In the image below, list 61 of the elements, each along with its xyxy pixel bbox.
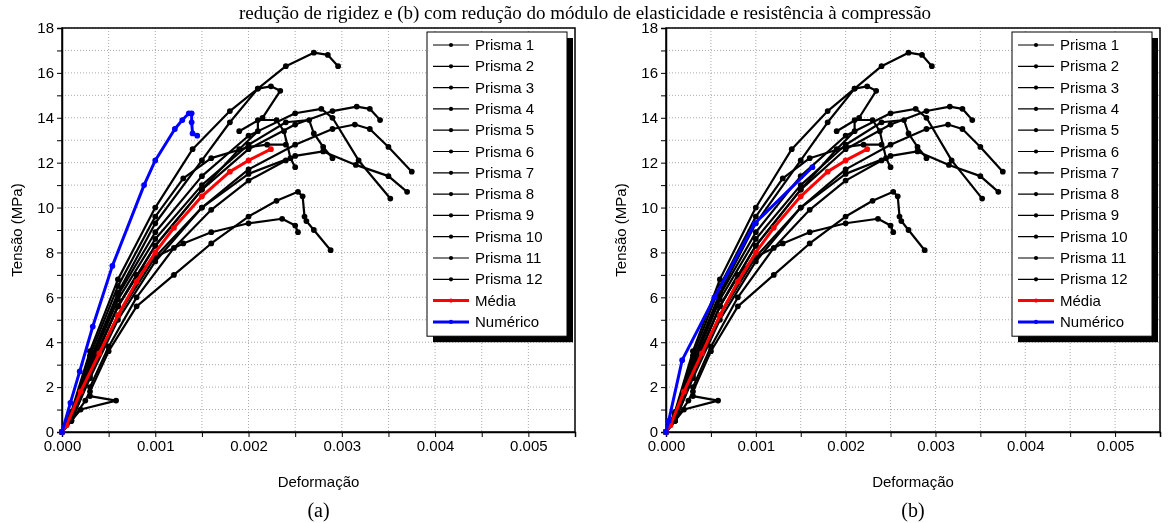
legend-label: Numérico — [475, 312, 540, 330]
legend-label: Prisma 6 — [475, 142, 535, 160]
x-tick-label: 0.003 — [323, 436, 362, 454]
y-tick-label: 16 — [641, 64, 658, 82]
legend-label: Prisma 7 — [1060, 163, 1120, 181]
y-tick-label: 18 — [37, 19, 54, 37]
y-tick-label: 10 — [37, 198, 54, 216]
y-axis-title: Tensão (MPa) — [8, 183, 25, 277]
text: (b) — [901, 499, 925, 522]
y-tick-label: 12 — [37, 153, 54, 171]
x-tick-label: 0.004 — [416, 436, 455, 454]
legend-label: Prisma 2 — [1060, 57, 1120, 75]
x-tick-label: 0.005 — [510, 436, 548, 454]
text: (a) — [307, 499, 330, 522]
x-axis-title: Deformação — [277, 473, 360, 490]
legend-label: Média — [475, 291, 517, 309]
legend-label: Prisma 4 — [1060, 99, 1120, 117]
y-axis-title: Tensão (MPa) — [612, 183, 629, 277]
y-tick-label: 4 — [45, 333, 54, 351]
legend-label: Prisma 11 — [475, 249, 542, 266]
y-tick-label: 2 — [649, 378, 658, 396]
legend-label: Prisma 3 — [475, 78, 535, 96]
legend-label: Prisma 10 — [475, 227, 543, 245]
legend-label: Prisma 1 — [1060, 36, 1120, 53]
x-tick-label: 0.005 — [1096, 436, 1135, 454]
legend-label: Prisma 11 — [1060, 249, 1127, 266]
legend-label: Prisma 6 — [1060, 142, 1120, 160]
x-tick-label: 0.002 — [230, 436, 268, 454]
legend-label: Prisma 8 — [1060, 185, 1120, 203]
x-tick-label: 0.001 — [137, 436, 175, 454]
legend-label: Numérico — [1060, 312, 1125, 330]
legend-label: Média — [1060, 291, 1102, 309]
y-tick-label: 8 — [649, 243, 658, 261]
legend-label: Prisma 9 — [1060, 206, 1120, 224]
y-tick-label: 8 — [45, 243, 54, 261]
y-tick-label: 12 — [641, 153, 658, 171]
y-tick-label: 16 — [37, 64, 54, 82]
legend-label: Prisma 9 — [475, 206, 535, 224]
legend-label: Prisma 12 — [1060, 270, 1128, 288]
x-axis-title: Deformação — [872, 473, 954, 490]
legend-label: Prisma 10 — [1060, 227, 1128, 245]
y-tick-label: 2 — [45, 378, 54, 396]
x-tick-label: 0.001 — [737, 436, 776, 454]
legend-label: Prisma 8 — [475, 185, 535, 203]
y-tick-label: 6 — [649, 288, 658, 306]
legend-label: Prisma 7 — [475, 163, 535, 181]
y-tick-label: 10 — [641, 198, 658, 216]
legend-label: Prisma 4 — [475, 99, 535, 117]
y-tick-label: 4 — [649, 333, 658, 351]
x-tick-label: 0.003 — [917, 436, 955, 454]
legend-label: Prisma 3 — [1060, 78, 1120, 96]
y-tick-label: 6 — [45, 288, 54, 306]
x-tick-label: 0.004 — [1007, 436, 1045, 454]
legend-label: Prisma 5 — [475, 121, 535, 139]
legend-label: Prisma 1 — [475, 36, 535, 53]
x-tick-label: 0.002 — [827, 436, 865, 454]
legend-label: Prisma 12 — [475, 270, 543, 288]
legend-label: Prisma 2 — [475, 57, 535, 75]
legend-label: Prisma 5 — [1060, 121, 1120, 139]
y-tick-label: 14 — [37, 109, 54, 127]
y-tick-label: 14 — [641, 109, 658, 127]
